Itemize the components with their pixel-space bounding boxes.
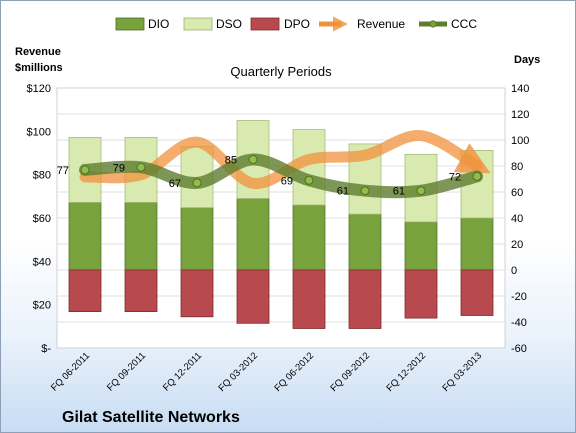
ccc-point <box>248 155 258 164</box>
legend-dio-label: DIO <box>148 17 169 31</box>
right-tick-label: -20 <box>511 291 527 303</box>
legend-dpo-label: DPO <box>284 17 310 31</box>
category-label: FQ 06-2012 <box>272 350 316 394</box>
right-tick-label: 140 <box>511 83 529 95</box>
left-tick-label: $80 <box>33 170 51 182</box>
right-axis-title: Days <box>514 54 540 66</box>
company-name: Gilat Satellite Networks <box>62 409 240 426</box>
ccc-data-label: 67 <box>169 178 181 190</box>
dpo-bar <box>460 269 494 316</box>
ccc-point <box>304 175 314 185</box>
ccc-line <box>79 153 483 199</box>
dpo-bar <box>236 269 270 324</box>
legend-ccc-marker <box>429 20 437 28</box>
left-tick-label: $100 <box>27 126 51 138</box>
right-tick-label: 80 <box>511 161 523 173</box>
left-tick-label: $40 <box>33 256 51 268</box>
right-tick-label: 120 <box>511 109 529 121</box>
left-axis-ticks: $- $20 $40 $60 $80 $100 $120 <box>27 83 52 355</box>
right-tick-label: -40 <box>511 317 527 329</box>
left-axis-title-line1: Revenue <box>15 46 61 58</box>
ccc-data-label: 69 <box>281 175 293 187</box>
category-label: FQ 03-2013 <box>440 350 484 394</box>
right-tick-label: 100 <box>511 135 529 147</box>
dio-bar <box>180 207 214 271</box>
category-label: FQ 09-2012 <box>328 350 372 394</box>
legend-dpo-swatch <box>250 17 280 31</box>
left-tick-label: $20 <box>33 300 51 312</box>
ccc-point <box>360 186 370 196</box>
dpo-bar <box>124 269 158 312</box>
ccc-point <box>472 171 482 181</box>
chart-title: Quarterly Periods <box>230 64 332 79</box>
category-label: FQ 12-2012 <box>384 350 428 394</box>
ccc-point <box>80 165 90 175</box>
right-tick-label: 0 <box>511 265 517 277</box>
ccc-data-label: 79 <box>113 162 125 174</box>
legend-dio-swatch <box>115 17 145 31</box>
category-label: FQ 12-2011 <box>161 350 204 393</box>
left-tick-label: $120 <box>27 83 51 95</box>
right-tick-label: 20 <box>511 239 523 251</box>
right-tick-label: 40 <box>511 213 523 225</box>
ccc-data-label: 61 <box>393 186 405 198</box>
left-tick-label: $- <box>41 343 51 355</box>
legend-ccc-label: CCC <box>451 17 477 31</box>
category-labels: FQ 06-2011 FQ 09-2011 FQ 12-2011 FQ 03-2012… <box>49 350 484 394</box>
dpo-bar <box>180 269 214 318</box>
dio-bar <box>292 204 326 271</box>
legend-dso-swatch <box>183 17 213 31</box>
category-label: FQ 06-2011 <box>49 350 92 393</box>
ccc-data-label: 72 <box>449 171 461 183</box>
left-axis-title-line2: $millions <box>15 62 63 74</box>
ccc-point <box>192 178 202 188</box>
legend-dso-label: DSO <box>216 17 242 31</box>
right-axis-ticks: -60 -40 -20 0 20 40 60 80 100 120 140 <box>511 83 529 355</box>
ccc-data-label: 61 <box>337 186 349 198</box>
legend-revenue-label: Revenue <box>357 17 405 31</box>
ccc-point <box>416 186 426 196</box>
dpo-bar <box>68 269 102 312</box>
dpo-bar <box>348 269 382 329</box>
ccc-data-label: 85 <box>225 155 237 167</box>
dio-bar <box>236 198 270 271</box>
dio-bar <box>68 201 102 271</box>
category-label: FQ 03-2012 <box>216 350 260 394</box>
category-label: FQ 09-2011 <box>105 350 148 393</box>
dio-bar <box>348 213 382 271</box>
ccc-layer: 77 79 67 85 69 61 61 72 <box>57 153 483 199</box>
right-tick-label: -60 <box>511 343 527 355</box>
dio-bar <box>460 217 494 271</box>
right-tick-label: 60 <box>511 187 523 199</box>
dpo-bar <box>404 269 438 319</box>
legend: DIO DSO DPO Revenue CCC <box>115 16 477 32</box>
left-tick-label: $60 <box>33 213 51 225</box>
dio-bar <box>124 201 158 271</box>
ccc-point <box>136 162 146 172</box>
ccc-data-label: 77 <box>57 165 69 177</box>
dio-bar <box>404 221 438 271</box>
dpo-bar <box>292 269 326 329</box>
